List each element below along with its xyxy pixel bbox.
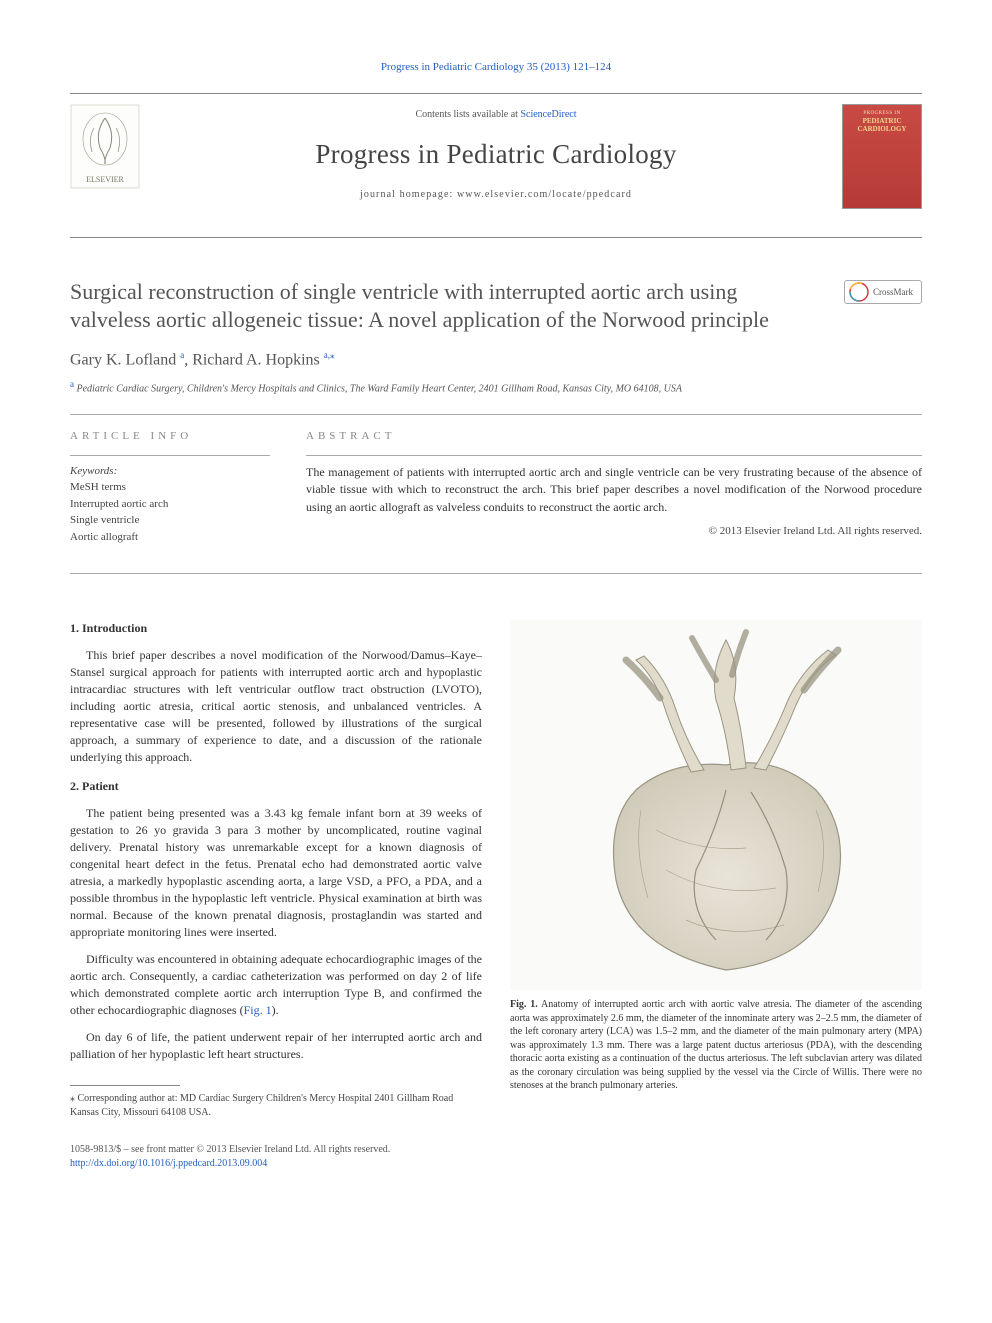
- footnote-text: Corresponding author at: MD Cardiac Surg…: [70, 1093, 453, 1118]
- journal-header: ELSEVIER Contents lists available at Sci…: [70, 93, 922, 238]
- patient-paragraph-3: On day 6 of life, the patient underwent …: [70, 1029, 482, 1063]
- crossmark-label: CrossMark: [873, 286, 913, 299]
- journal-cover-thumbnail: PROGRESS IN PEDIATRIC CARDIOLOGY: [842, 104, 922, 209]
- body-columns: 1. Introduction This brief paper describ…: [70, 620, 922, 1171]
- keyword: Aortic allograft: [70, 529, 270, 546]
- abstract-copyright: © 2013 Elsevier Ireland Ltd. All rights …: [306, 524, 922, 539]
- figure-1-image: [510, 620, 922, 990]
- affiliation: a Pediatric Cardiac Surgery, Children's …: [70, 378, 922, 396]
- doi-link[interactable]: http://dx.doi.org/10.1016/j.ppedcard.201…: [70, 1158, 267, 1169]
- rule-top: [70, 414, 922, 415]
- footnote-rule: [70, 1085, 180, 1086]
- elsevier-logo: ELSEVIER: [70, 104, 140, 189]
- author-2: Richard A. Hopkins: [192, 352, 320, 369]
- corresponding-author-footnote: ⁎ Corresponding author at: MD Cardiac Su…: [70, 1092, 482, 1119]
- crossmark-badge[interactable]: CrossMark: [844, 280, 922, 304]
- abstract-block: ABSTRACT The management of patients with…: [306, 429, 922, 545]
- homepage-pre: journal homepage:: [360, 189, 457, 200]
- contents-pre: Contents lists available at: [415, 109, 520, 120]
- abstract-text: The management of patients with interrup…: [306, 464, 922, 516]
- article-info-rule: [70, 455, 270, 456]
- patient-paragraph-1: The patient being presented was a 3.43 k…: [70, 805, 482, 941]
- article-meta-row: ARTICLE INFO Keywords: MeSH terms Interr…: [70, 429, 922, 545]
- crossmark-icon: [849, 282, 869, 302]
- author-2-corresponding-star[interactable]: ⁎: [330, 350, 335, 360]
- article-title: Surgical reconstruction of single ventri…: [70, 278, 790, 333]
- article-info-label: ARTICLE INFO: [70, 429, 270, 444]
- journal-citation[interactable]: Progress in Pediatric Cardiology 35 (201…: [70, 60, 922, 75]
- keyword: Single ventricle: [70, 512, 270, 529]
- contents-line: Contents lists available at ScienceDirec…: [70, 108, 922, 122]
- abstract-rule: [306, 455, 922, 456]
- author-1: Gary K. Lofland: [70, 352, 176, 369]
- journal-homepage: journal homepage: www.elsevier.com/locat…: [70, 188, 922, 202]
- homepage-url[interactable]: www.elsevier.com/locate/ppedcard: [457, 189, 632, 200]
- affiliation-text: Pediatric Cardiac Surgery, Children's Me…: [77, 383, 682, 394]
- sciencedirect-link[interactable]: ScienceDirect: [520, 109, 576, 120]
- figure-1-caption-text: Anatomy of interrupted aortic arch with …: [510, 999, 922, 1091]
- intro-paragraph: This brief paper describes a novel modif…: [70, 647, 482, 766]
- footer-left: 1058-9813/$ – see front matter © 2013 El…: [70, 1143, 482, 1171]
- authors: Gary K. Lofland a, Richard A. Hopkins a,…: [70, 349, 922, 372]
- rule-mid: [70, 573, 922, 574]
- figure-1-link[interactable]: Fig. 1: [244, 1003, 272, 1017]
- keyword: MeSH terms: [70, 479, 270, 496]
- p3-b: ).: [272, 1003, 279, 1017]
- column-left: 1. Introduction This brief paper describ…: [70, 620, 482, 1171]
- patient-paragraph-2: Difficulty was encountered in obtaining …: [70, 951, 482, 1019]
- keyword: Interrupted aortic arch: [70, 496, 270, 513]
- cover-title: PEDIATRIC CARDIOLOGY: [847, 118, 917, 133]
- journal-name: Progress in Pediatric Cardiology: [70, 136, 922, 174]
- section-heading-intro: 1. Introduction: [70, 620, 482, 637]
- article-info-block: ARTICLE INFO Keywords: MeSH terms Interr…: [70, 429, 270, 545]
- front-matter-line: 1058-9813/$ – see front matter © 2013 El…: [70, 1143, 482, 1157]
- citation-link[interactable]: Progress in Pediatric Cardiology 35 (201…: [381, 61, 611, 73]
- figure-1-caption: Fig. 1. Anatomy of interrupted aortic ar…: [510, 998, 922, 1093]
- abstract-label: ABSTRACT: [306, 429, 922, 444]
- cover-text: PROGRESS IN PEDIATRIC CARDIOLOGY: [847, 111, 917, 133]
- svg-text:ELSEVIER: ELSEVIER: [86, 175, 124, 184]
- figure-1-label: Fig. 1.: [510, 999, 538, 1010]
- section-heading-patient: 2. Patient: [70, 778, 482, 795]
- column-right: Fig. 1. Anatomy of interrupted aortic ar…: [510, 620, 922, 1171]
- keywords-label: Keywords:: [70, 464, 270, 479]
